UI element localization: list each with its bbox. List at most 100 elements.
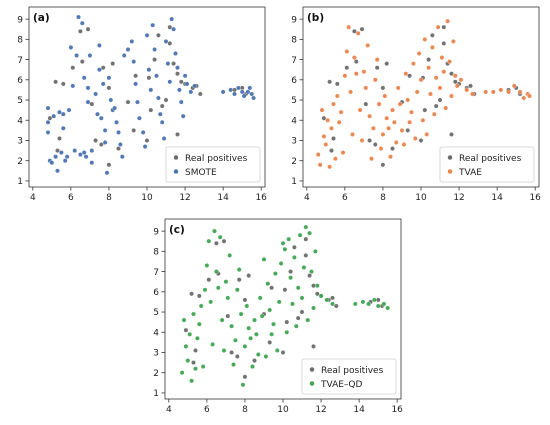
data-point-tvae-qd: [276, 299, 282, 305]
data-point-tvae-qd: [273, 271, 278, 276]
data-point-smote: [59, 150, 64, 155]
y-tick-label: 5: [291, 96, 297, 106]
data-point-smote: [79, 20, 85, 26]
data-point-real-positives: [225, 313, 231, 319]
legend-label: Real positives: [321, 366, 384, 376]
data-point-tvae-qd: [219, 317, 225, 323]
data-point-smote: [81, 75, 87, 81]
data-point-tvae-qd: [299, 295, 305, 301]
x-tick-label: 10: [277, 405, 289, 415]
data-point-smote: [102, 140, 108, 145]
data-point-tvae: [490, 89, 496, 95]
x-tick-label: 16: [529, 193, 541, 203]
data-point-real-positives: [98, 142, 104, 147]
data-point-tvae: [374, 57, 380, 62]
data-point-smote: [142, 144, 148, 149]
data-point-real-positives: [380, 85, 386, 91]
data-point-tvae-qd: [305, 317, 311, 323]
data-point-tvae: [388, 154, 393, 160]
data-point-tvae: [384, 115, 390, 121]
y-tick-label: 9: [291, 15, 297, 25]
data-point-real-positives: [229, 350, 234, 355]
x-tick-label: 12: [315, 405, 326, 415]
data-point-tvae-qd: [217, 234, 223, 240]
data-point-real-positives: [384, 61, 390, 66]
data-point-tvae: [331, 101, 336, 107]
data-point-real-positives: [452, 79, 458, 85]
data-point-tvae: [411, 61, 416, 66]
data-point-tvae: [334, 93, 340, 99]
data-point-smote: [85, 85, 91, 91]
data-point-smote: [45, 130, 51, 135]
data-point-tvae-qd: [278, 261, 284, 266]
data-point-tvae: [422, 37, 428, 42]
data-point-tvae: [399, 128, 405, 133]
data-point-tvae-qd: [311, 305, 316, 311]
y-tick-label: 3: [291, 137, 297, 147]
data-point-real-positives: [175, 71, 180, 77]
data-point-tvae-qd: [221, 348, 227, 353]
data-point-smote: [87, 53, 93, 58]
x-tick-label: 16: [255, 193, 267, 203]
legend-marker: [173, 168, 179, 175]
data-point-real-positives: [78, 28, 83, 34]
data-point-smote: [137, 115, 142, 121]
data-point-real-positives: [148, 107, 154, 113]
data-point-tvae-qd: [181, 317, 187, 323]
data-point-real-positives: [295, 315, 301, 321]
data-point-real-positives: [156, 32, 161, 38]
data-point-smote: [66, 107, 72, 113]
data-point-tvae: [435, 24, 441, 30]
data-point-tvae: [344, 49, 350, 54]
data-point-tvae: [376, 101, 382, 107]
data-point-real-positives: [167, 24, 173, 30]
data-point-smote: [125, 47, 131, 52]
data-point-real-positives: [303, 236, 309, 242]
data-point-tvae-qd: [375, 303, 381, 309]
data-point-tvae-qd: [255, 352, 261, 357]
y-tick-label: 1: [17, 177, 23, 187]
y-tick-label: 4: [153, 328, 159, 338]
y-tick-label: 8: [291, 36, 297, 46]
data-point-real-positives: [449, 71, 454, 77]
data-point-smote: [245, 89, 251, 95]
data-point-real-positives: [372, 142, 378, 147]
data-point-smote: [169, 16, 175, 22]
data-point-real-positives: [246, 273, 252, 278]
data-point-tvae-qd: [227, 253, 233, 258]
data-point-real-positives: [221, 238, 227, 244]
data-point-tvae-qd: [183, 344, 189, 349]
data-point-tvae-qd: [271, 321, 276, 327]
legend-marker: [309, 380, 315, 387]
data-point-smote: [144, 32, 150, 38]
data-point-smote: [131, 59, 137, 64]
data-point-tvae-qd: [204, 263, 210, 268]
data-point-real-positives: [405, 128, 411, 133]
data-point-smote: [177, 87, 182, 93]
data-point-smote: [116, 130, 121, 135]
data-point-smote: [171, 26, 176, 32]
data-point-tvae: [412, 136, 418, 141]
data-point-tvae-qd: [214, 269, 219, 274]
data-point-tvae-qd: [324, 297, 330, 303]
data-point-tvae: [325, 117, 331, 123]
x-tick-label: 8: [106, 193, 112, 203]
data-point-real-positives: [242, 374, 248, 380]
legend-label: TVAE: [458, 168, 482, 178]
data-point-real-positives: [89, 101, 95, 107]
legend-label: SMOTE: [185, 168, 217, 178]
data-point-real-positives: [468, 83, 473, 89]
data-point-real-positives: [441, 41, 447, 46]
data-point-real-positives: [299, 309, 305, 315]
data-point-tvae-qd: [313, 249, 318, 254]
data-point-smote: [159, 119, 165, 125]
data-point-tvae-qd: [248, 335, 253, 341]
data-point-tvae-qd: [297, 232, 303, 238]
data-point-tvae-qd: [267, 307, 273, 313]
data-point-tvae-qd: [225, 295, 231, 301]
data-point-tvae: [447, 59, 452, 64]
data-point-tvae-qd: [314, 283, 320, 289]
data-point-tvae: [329, 125, 334, 131]
data-point-real-positives: [334, 81, 340, 87]
data-point-tvae-qd: [269, 331, 274, 337]
